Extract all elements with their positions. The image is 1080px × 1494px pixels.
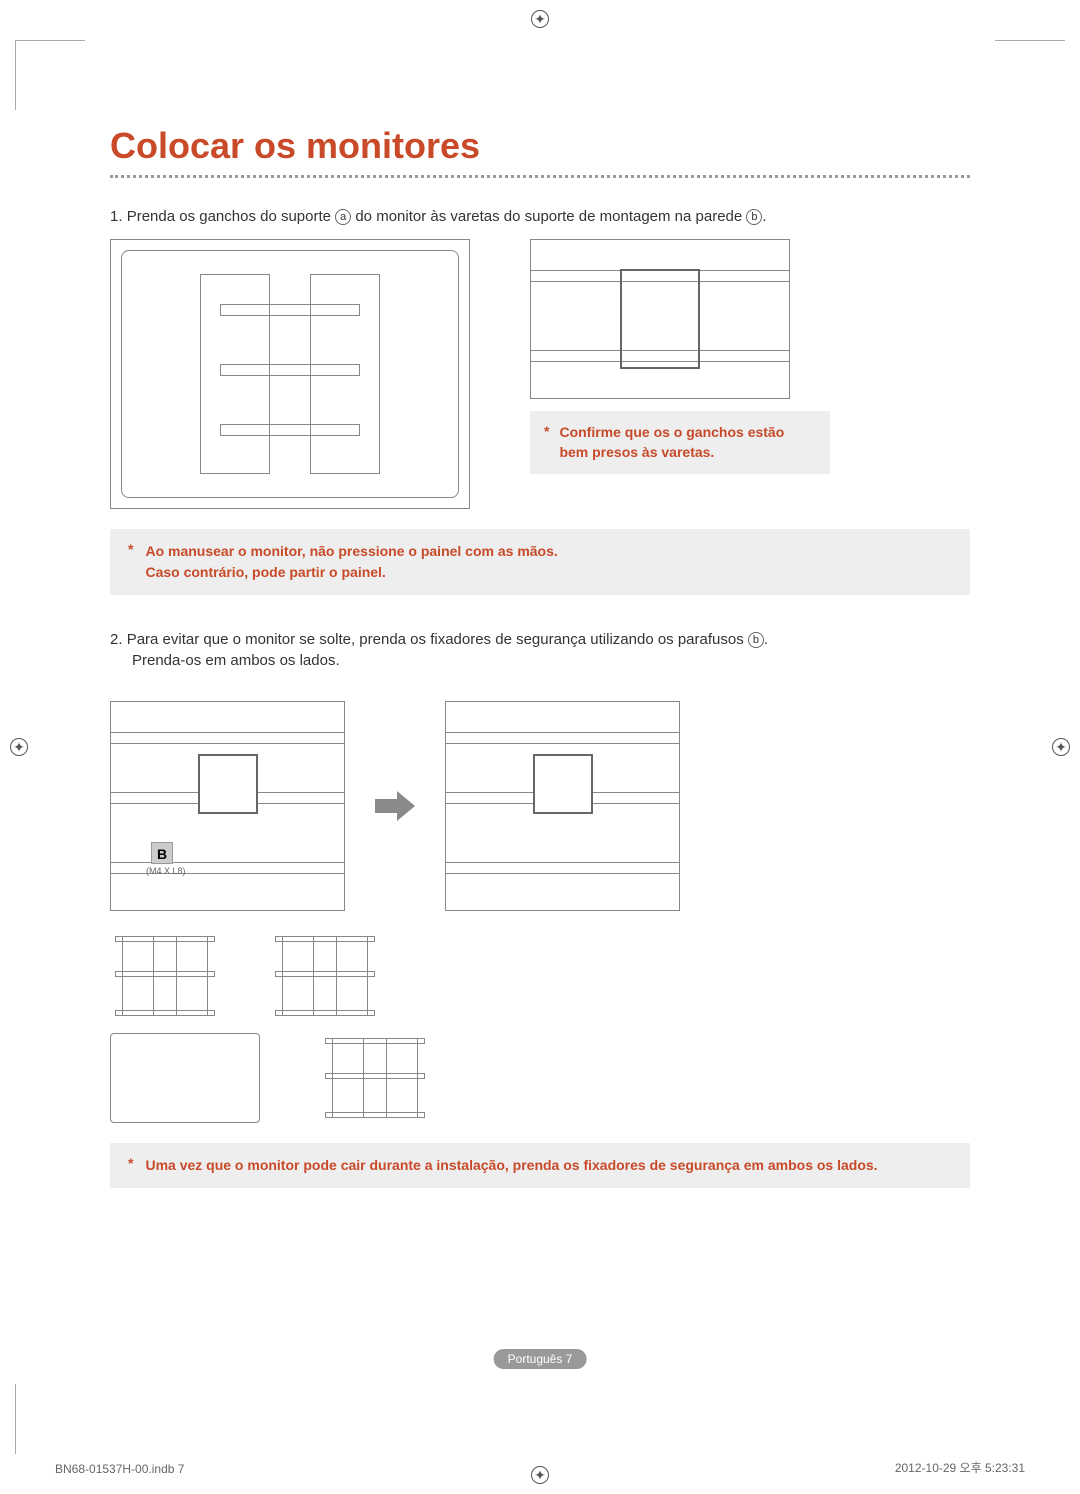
crop-corner bbox=[995, 1384, 1065, 1454]
step-num: 1. bbox=[110, 208, 123, 225]
hook-detail-diagram bbox=[530, 239, 790, 399]
monitor-front-diagram bbox=[110, 1033, 260, 1123]
crop-mark-right: ✦ bbox=[1052, 738, 1070, 756]
right-column: * Confirme que os o ganchos estão bem pr… bbox=[530, 239, 830, 474]
step-text: . bbox=[764, 631, 768, 648]
footer-timestamp: 2012-10-29 오후 5:23:31 bbox=[895, 1459, 1025, 1476]
step-2: 2. Para evitar que o monitor se solte, p… bbox=[110, 629, 970, 671]
side-note-box: * Confirme que os o ganchos estão bem pr… bbox=[530, 411, 830, 474]
warning-box-1: * Ao manusear o monitor, não pressione o… bbox=[110, 529, 970, 595]
crop-corner bbox=[15, 40, 85, 110]
lock-after-diagram bbox=[445, 701, 680, 911]
screw-label: B bbox=[151, 842, 173, 864]
bracket-diagram bbox=[320, 1033, 430, 1123]
step-text: Prenda os ganchos do suporte bbox=[127, 208, 331, 225]
step-text: Prenda-os em ambos os lados. bbox=[110, 650, 970, 671]
crop-mark-bottom: ✦ bbox=[531, 1466, 549, 1484]
asterisk-icon: * bbox=[544, 423, 549, 462]
warning-text: Caso contrário, pode partir o painel. bbox=[145, 562, 557, 583]
footer-filename: BN68-01537H-00.indb 7 bbox=[55, 1462, 184, 1476]
step-text: Para evitar que o monitor se solte, pren… bbox=[127, 631, 744, 648]
step-1: 1. Prenda os ganchos do suporte a do mon… bbox=[110, 206, 970, 227]
small-diagrams bbox=[110, 931, 450, 1123]
warning-text: Uma vez que o monitor pode cair durante … bbox=[145, 1155, 877, 1176]
step-text: . bbox=[762, 208, 766, 225]
crop-mark-top: ✦ bbox=[531, 10, 549, 28]
side-note-text: Confirme que os o ganchos estão bem pres… bbox=[559, 423, 816, 462]
page-language-label: Português 7 bbox=[494, 1349, 587, 1369]
asterisk-icon: * bbox=[128, 541, 133, 583]
ref-b-icon: b bbox=[748, 632, 764, 648]
bracket-diagram bbox=[270, 931, 380, 1021]
arrow-right-icon bbox=[375, 791, 415, 821]
page-title: Colocar os monitores bbox=[110, 125, 970, 167]
ref-a-icon: a bbox=[335, 209, 351, 225]
crop-mark-left: ✦ bbox=[10, 738, 28, 756]
step-text: do monitor às varetas do suporte de mont… bbox=[355, 208, 742, 225]
title-underline bbox=[110, 175, 970, 178]
crop-corner bbox=[15, 1384, 85, 1454]
step-num: 2. bbox=[110, 631, 123, 648]
screw-size: (M4 X L8) bbox=[146, 866, 186, 876]
monitor-back-diagram bbox=[110, 239, 470, 509]
warning-box-2: * Uma vez que o monitor pode cair durant… bbox=[110, 1143, 970, 1188]
figure-row-1: * Confirme que os o ganchos estão bem pr… bbox=[110, 239, 970, 509]
page-content: Colocar os monitores 1. Prenda os gancho… bbox=[110, 125, 970, 1369]
lock-before-diagram: B (M4 X L8) bbox=[110, 701, 345, 911]
asterisk-icon: * bbox=[128, 1155, 133, 1176]
figure-row-2: B (M4 X L8) bbox=[110, 701, 970, 911]
bracket-diagram bbox=[110, 931, 220, 1021]
crop-corner bbox=[995, 40, 1065, 110]
warning-text: Ao manusear o monitor, não pressione o p… bbox=[145, 541, 557, 562]
ref-b-icon: b bbox=[746, 209, 762, 225]
